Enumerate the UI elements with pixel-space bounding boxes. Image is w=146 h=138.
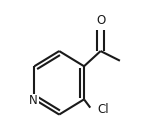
Text: O: O — [96, 14, 105, 27]
Text: N: N — [29, 94, 38, 107]
Text: Cl: Cl — [98, 103, 110, 116]
